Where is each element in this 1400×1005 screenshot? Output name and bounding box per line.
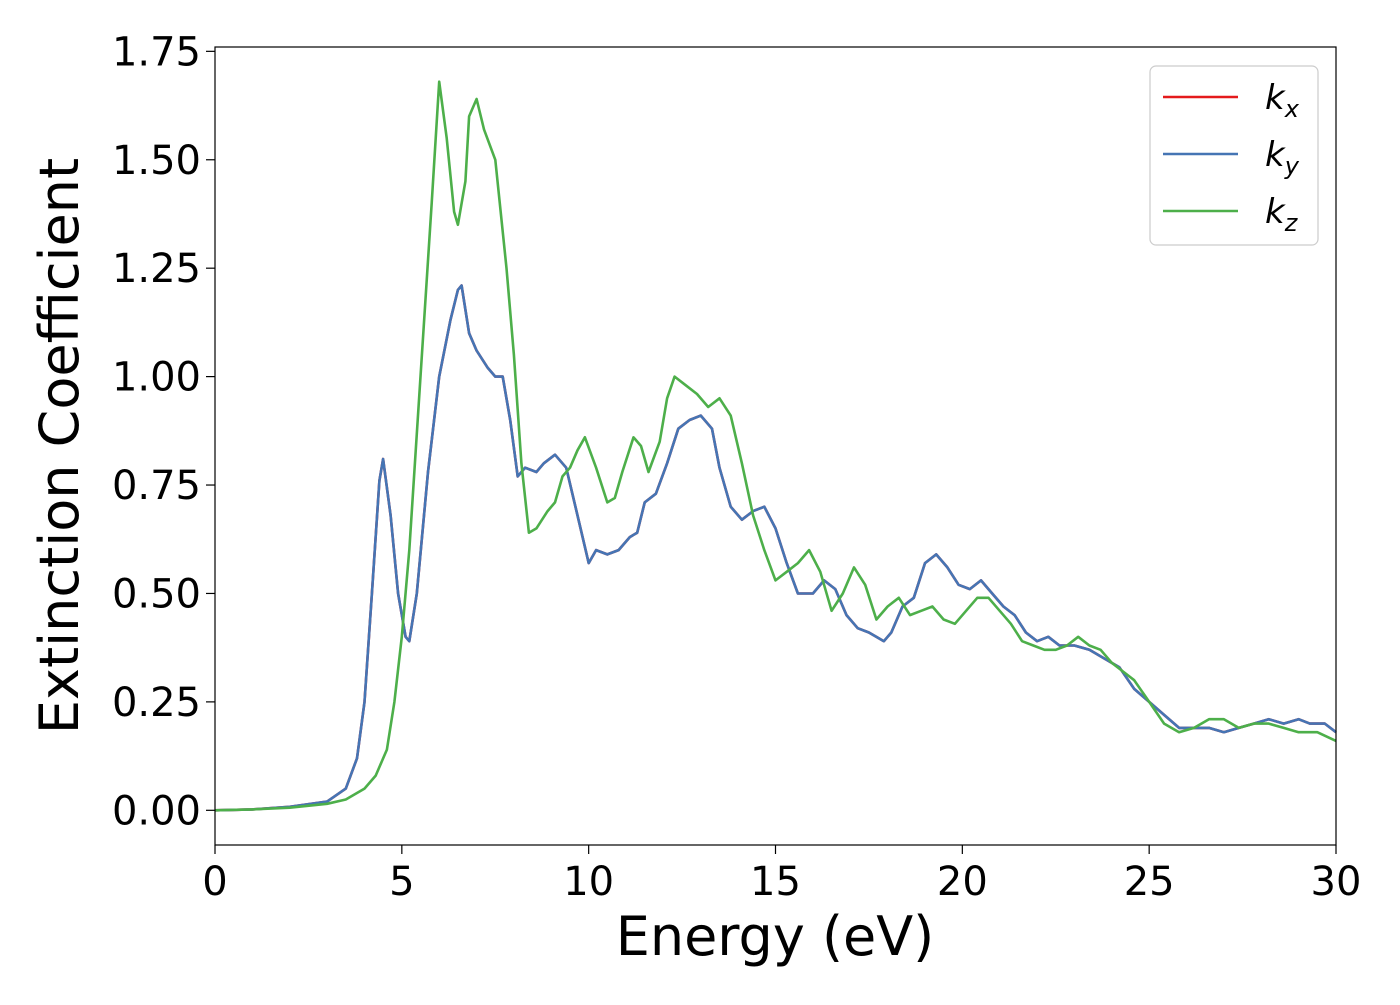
x-tick-label: 10 [563,859,614,905]
y-tick-label: 1.00 [112,355,201,401]
y-tick-label: 0.50 [112,571,201,617]
series-layer [214,80,1337,812]
x-tick-label: 15 [750,859,801,905]
legend-label-k-x: kx [1265,78,1300,123]
x-tick-label: 30 [1311,859,1362,905]
y-tick-label: 1.50 [112,138,201,184]
x-tick-label: 0 [202,859,227,905]
series-line-k-y [214,284,1337,812]
y-tick-label: 0.00 [112,788,201,834]
series-line-k-x [214,284,1337,812]
x-axis-label: Energy (eV) [616,905,935,968]
legend-label-k-y: ky [1265,135,1300,180]
y-tick-label: 0.25 [112,680,201,726]
series-line-k-z [214,80,1337,812]
x-axis-ticks: 0 5 10 15 20 25 30 [202,845,1361,905]
x-tick-label: 20 [937,859,988,905]
legend-frame [1149,65,1319,246]
y-tick-label: 1.25 [112,246,201,292]
x-tick-label: 5 [389,859,414,905]
legend-label-k-z: kz [1265,192,1299,237]
legend: kx ky kz [1149,65,1319,246]
y-tick-label: 0.75 [112,463,201,509]
y-tick-label: 1.75 [112,29,201,75]
legend-items: kx ky kz [1163,78,1300,237]
y-axis-label: Extinction Coefficient [28,158,91,734]
y-axis-ticks: 0.00 0.25 0.50 0.75 1.00 1.25 1.50 1.75 [112,29,215,834]
x-tick-label: 25 [1124,859,1175,905]
